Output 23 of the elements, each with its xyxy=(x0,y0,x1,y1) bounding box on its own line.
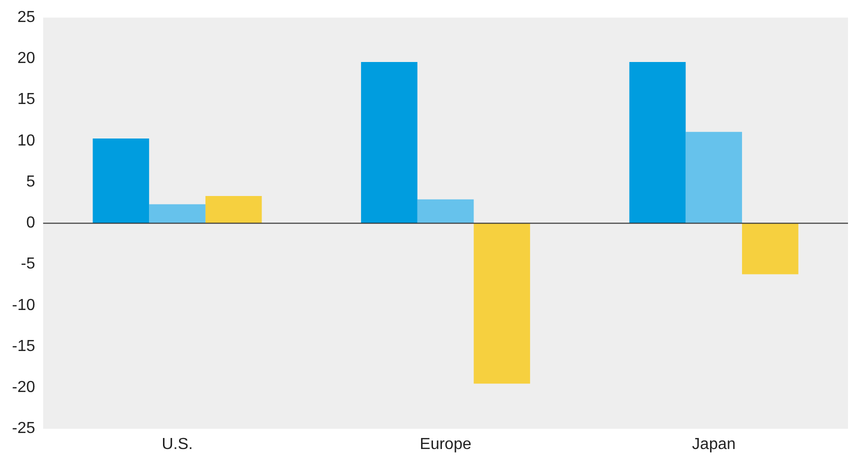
y-tick-label: -10 xyxy=(12,296,36,314)
bar xyxy=(629,62,686,224)
x-tick-label: Japan xyxy=(692,436,736,453)
bar xyxy=(205,196,262,224)
bar xyxy=(686,132,742,224)
y-tick-label: -5 xyxy=(20,256,36,273)
bar xyxy=(417,199,474,224)
bar xyxy=(742,223,798,274)
x-tick-label: U.S. xyxy=(162,436,193,453)
bar xyxy=(474,223,530,384)
y-tick-label: 5 xyxy=(26,173,36,190)
y-tick-label: 10 xyxy=(17,132,36,150)
x-tick-label: Europe xyxy=(420,436,472,453)
y-tick-label: -15 xyxy=(12,338,36,355)
bar xyxy=(361,62,418,224)
y-tick-label: -25 xyxy=(12,420,36,438)
y-tick-label: -20 xyxy=(12,379,36,396)
bar xyxy=(92,138,150,224)
y-tick-label: 15 xyxy=(17,91,36,108)
y-tick-label: 20 xyxy=(17,50,36,68)
y-tick-label: 25 xyxy=(17,9,36,26)
bar xyxy=(149,204,206,224)
y-tick-label: 0 xyxy=(26,214,36,232)
